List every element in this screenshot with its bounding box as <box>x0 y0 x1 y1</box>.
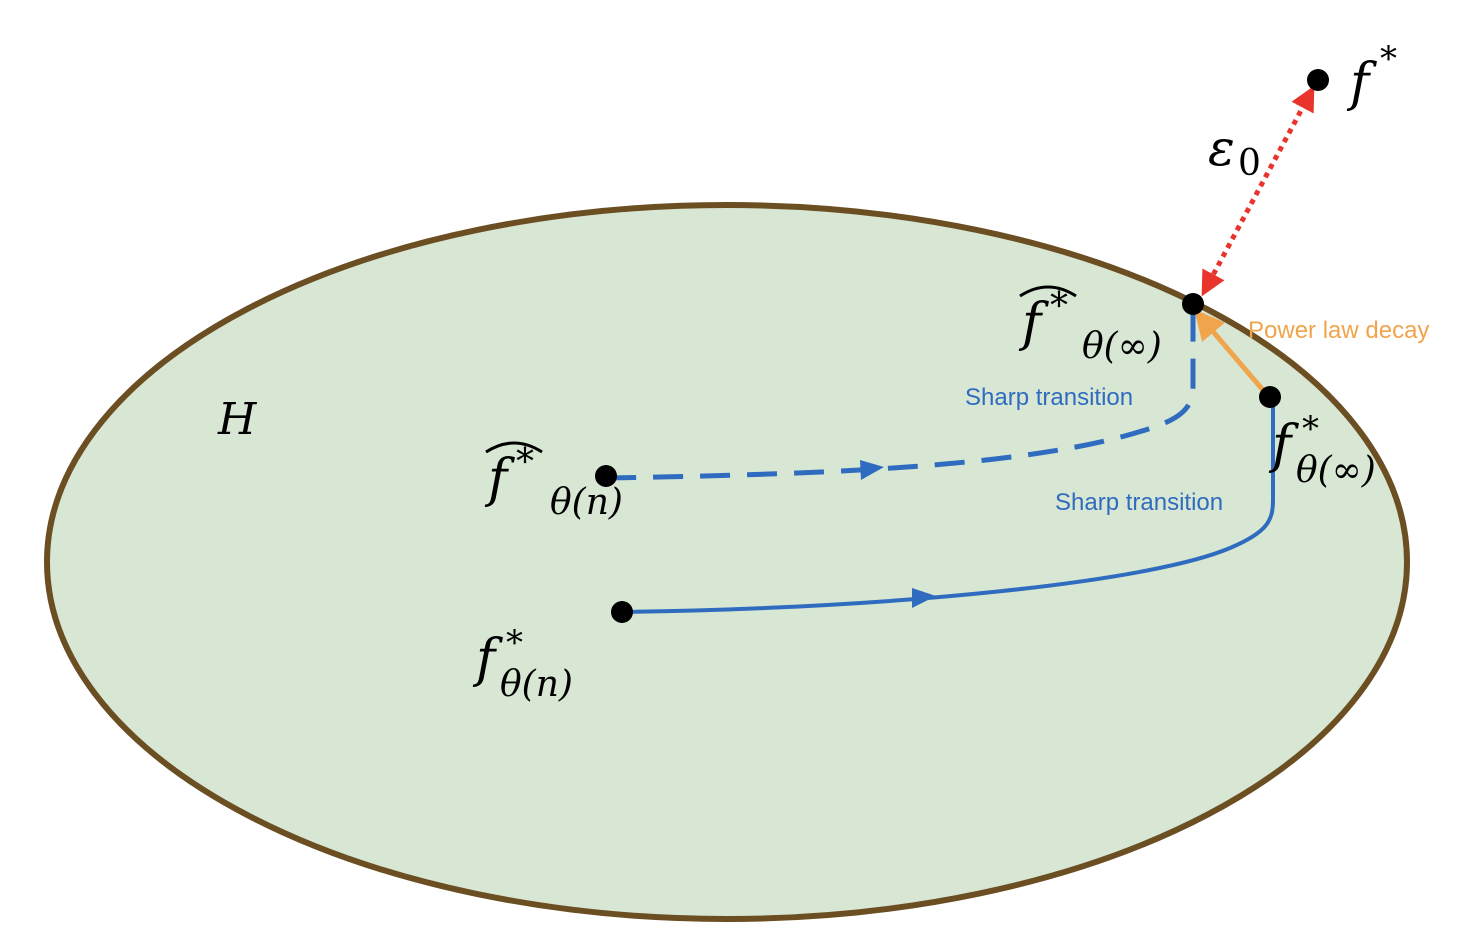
point-f-star <box>1307 69 1329 91</box>
power-law-label: Power law decay <box>1248 317 1429 344</box>
hat-symbol <box>485 441 543 454</box>
svg-text:*: * <box>1302 409 1319 449</box>
svg-text:*: * <box>1050 286 1068 327</box>
point-f-theta-n <box>611 601 633 623</box>
set-label-h: H <box>217 394 258 445</box>
hypothesis-region <box>44 202 1410 922</box>
svg-text:θ(n): θ(n) <box>500 664 573 705</box>
svg-text:0: 0 <box>1238 143 1261 184</box>
svg-text:*: * <box>506 623 523 663</box>
point-hat-f-theta-n <box>595 465 617 487</box>
svg-text:*: * <box>1380 39 1397 79</box>
hat-symbol <box>1019 285 1077 298</box>
label-f-theta-n: f * θ(n) <box>472 623 573 705</box>
point-hat-f-theta-inf <box>1182 293 1204 315</box>
svg-text:*: * <box>516 442 534 483</box>
svg-text:f: f <box>1346 53 1377 113</box>
sharp-transition-lower-label: Sharp transition <box>1055 489 1223 516</box>
label-f-star: f * <box>1346 39 1397 113</box>
svg-text:ε: ε <box>1208 119 1235 177</box>
point-f-theta-inf <box>1259 386 1281 408</box>
solid-trajectory <box>621 398 1275 614</box>
power-law-arrow <box>1194 309 1270 398</box>
label-epsilon-0: ε 0 <box>1208 119 1261 184</box>
svg-text:θ(∞): θ(∞) <box>1296 450 1376 491</box>
label-hat-f-theta-n: f * θ(n) <box>484 441 623 523</box>
sharp-transition-upper-label: Sharp transition <box>965 384 1133 411</box>
dashed-trajectory-arrowhead <box>860 460 884 480</box>
solid-trajectory-arrowhead <box>912 588 936 608</box>
dashed-trajectory <box>605 308 1196 481</box>
epsilon-arrow <box>1201 85 1315 297</box>
svg-text:θ(n): θ(n) <box>550 482 623 523</box>
svg-text:θ(∞): θ(∞) <box>1082 326 1162 367</box>
